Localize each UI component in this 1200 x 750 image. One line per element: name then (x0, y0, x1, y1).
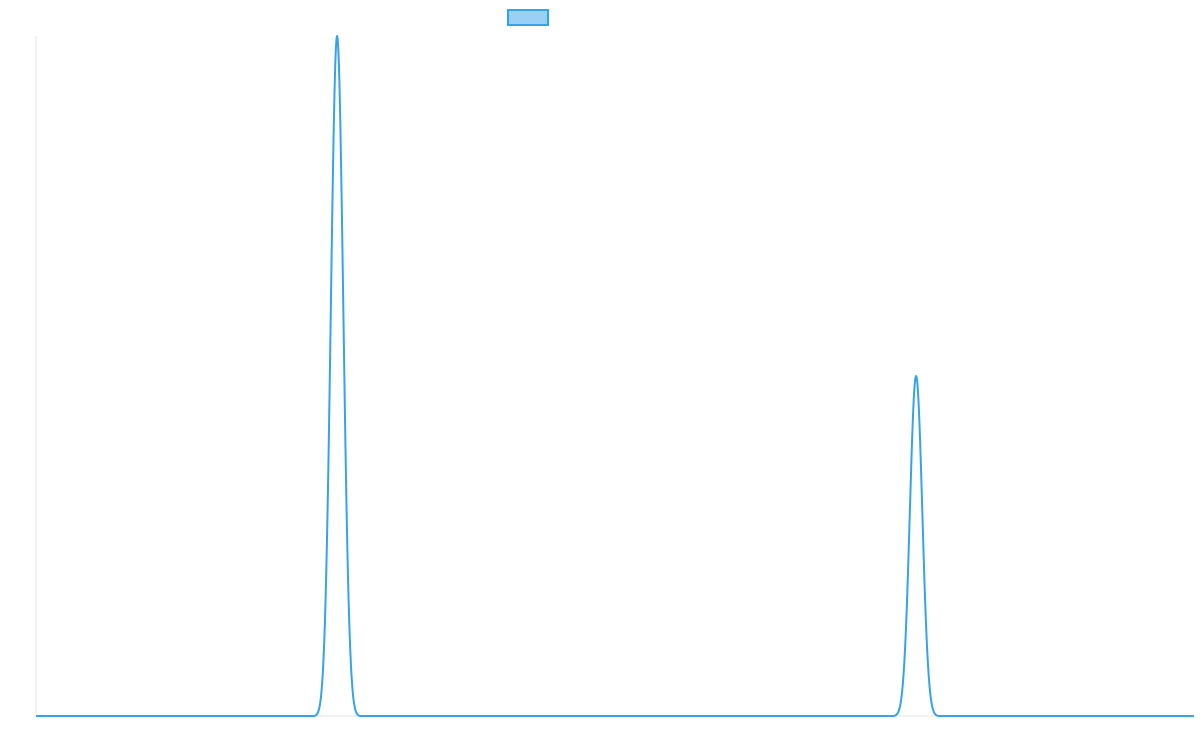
axes (35, 36, 1194, 717)
legend-swatch[interactable] (507, 9, 549, 26)
series-layer (35, 35, 1195, 717)
legend[interactable] (507, 9, 549, 26)
series-line (35, 35, 1195, 717)
